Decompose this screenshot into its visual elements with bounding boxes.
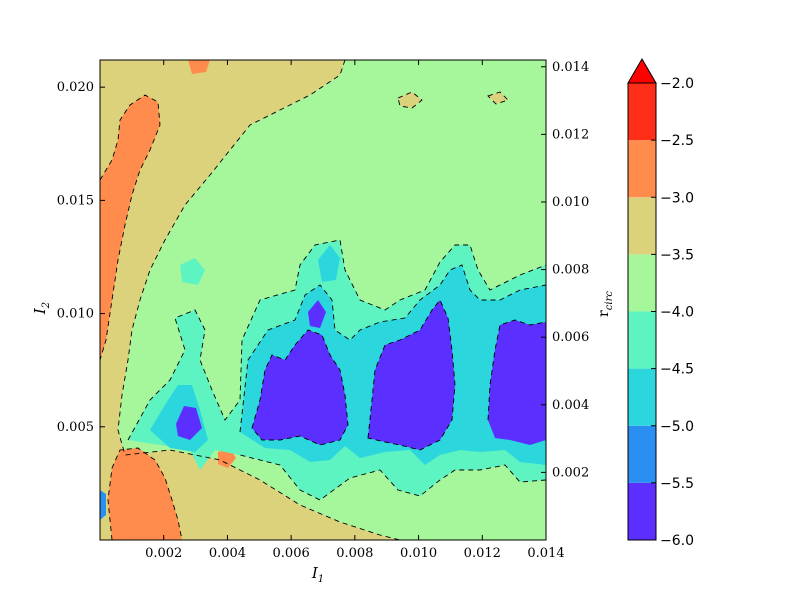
x-tick-label: 0.014 bbox=[527, 546, 564, 561]
x-axis-label: I1 bbox=[311, 564, 324, 585]
colorbar-segment bbox=[628, 197, 656, 255]
right-tick-label: 0.004 bbox=[552, 398, 589, 413]
x-tick-label: 0.004 bbox=[209, 546, 246, 561]
contour-region-purple-blob-2 bbox=[368, 300, 455, 450]
colorbar-tick-label: −3.5 bbox=[660, 247, 694, 263]
colorbar-extend-arrow bbox=[627, 58, 657, 84]
colorbar-segment bbox=[628, 140, 656, 198]
colorbar-segment bbox=[628, 311, 656, 369]
right-tick-label: 0.012 bbox=[552, 127, 589, 142]
y-tick-label: 0.010 bbox=[57, 307, 94, 322]
right-axis-label: rcirc bbox=[596, 291, 615, 317]
contour-region-orange-top bbox=[188, 60, 210, 74]
contour-region-tan-island-1 bbox=[398, 92, 422, 108]
contour-plot-area bbox=[100, 60, 546, 540]
y-tick-label: 0.020 bbox=[57, 80, 94, 95]
contour-region-purple-small-1 bbox=[176, 406, 202, 440]
y-tick-label: 0.005 bbox=[57, 420, 94, 435]
colorbar-tick-label: −3.0 bbox=[660, 190, 694, 206]
colorbar-segment bbox=[628, 83, 656, 141]
colorbar-tick-label: −4.5 bbox=[660, 362, 694, 378]
colorbar-tick-label: −5.0 bbox=[660, 419, 694, 435]
right-tick-label: 0.008 bbox=[552, 263, 589, 278]
right-tick-label: 0.010 bbox=[552, 195, 589, 210]
colorbar-segment bbox=[628, 425, 656, 483]
x-tick-label: 0.006 bbox=[273, 546, 310, 561]
y-axis-label: I2 bbox=[31, 302, 52, 315]
contour-region-orange-bottom bbox=[108, 448, 182, 540]
contour-region-purple-small-2 bbox=[308, 300, 326, 328]
colorbar-segment bbox=[628, 368, 656, 426]
contour-region-purple-blob-3 bbox=[488, 320, 546, 445]
y-tick-label: 0.015 bbox=[57, 193, 94, 208]
contour-region-tan-band bbox=[100, 60, 400, 540]
x-tick-label: 0.008 bbox=[336, 546, 373, 561]
right-tick-label: 0.014 bbox=[552, 60, 589, 75]
colorbar-tick-label: −2.0 bbox=[660, 76, 694, 92]
x-tick-label: 0.010 bbox=[400, 546, 437, 561]
right-tick-label: 0.006 bbox=[552, 330, 589, 345]
contour-region-blue-edge bbox=[100, 490, 106, 520]
x-tick-label: 0.012 bbox=[464, 546, 501, 561]
colorbar-tick-label: −6.0 bbox=[660, 533, 694, 549]
x-axis: 0.002 0.004 0.006 0.008 0.010 0.012 0.014 bbox=[145, 60, 565, 561]
contour-region-cyan-top bbox=[318, 245, 340, 282]
contour-lines bbox=[100, 60, 546, 540]
plot-frame bbox=[99, 59, 547, 541]
colorbar: −6.0 −5.5 −5.0 −4.5 −4.0 −3.5 −3.0 −2.5 −2.0 bbox=[627, 58, 694, 549]
contour-region-orange-left bbox=[100, 95, 160, 360]
contour-region-cyan-small bbox=[180, 258, 205, 285]
contour-region-purple-blob-1 bbox=[252, 330, 348, 445]
colorbar-tick-label: −5.5 bbox=[660, 476, 694, 492]
colorbar-tick-label: −2.5 bbox=[660, 133, 694, 149]
colorbar-tick-label: −4.0 bbox=[660, 305, 694, 321]
right-axis: 0.002 0.004 0.006 0.008 0.010 0.012 0.014 bbox=[541, 60, 589, 480]
colorbar-segment bbox=[628, 482, 656, 540]
right-tick-label: 0.002 bbox=[552, 465, 589, 480]
colorbar-segment bbox=[628, 254, 656, 312]
x-tick-label: 0.002 bbox=[145, 546, 182, 561]
y-axis: 0.005 0.010 0.015 0.020 bbox=[57, 80, 105, 435]
